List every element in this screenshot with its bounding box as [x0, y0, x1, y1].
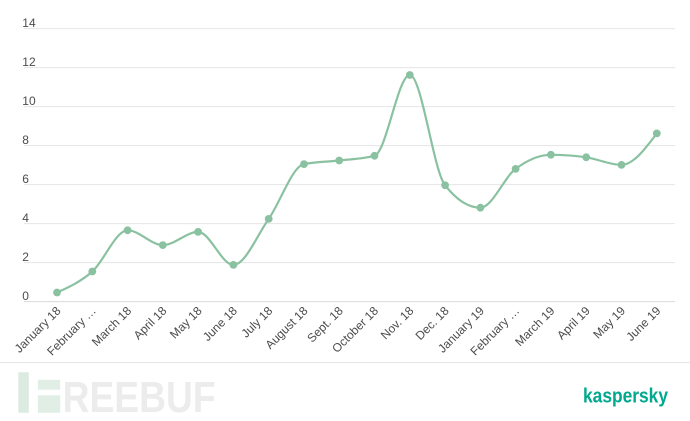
svg-text:10: 10 [22, 94, 36, 108]
svg-text:May 18: May 18 [167, 303, 205, 341]
svg-text:14: 14 [22, 16, 36, 30]
svg-text:12: 12 [22, 55, 36, 69]
svg-text:April 19: April 19 [554, 303, 593, 342]
svg-text:8: 8 [22, 133, 29, 147]
svg-text:0: 0 [22, 289, 29, 303]
svg-text:April 18: April 18 [131, 303, 170, 342]
svg-text:REEBUF: REEBUF [63, 374, 216, 421]
svg-text:4: 4 [22, 211, 29, 225]
svg-text:Nov. 18: Nov. 18 [378, 303, 417, 342]
svg-text:June 18: June 18 [200, 303, 240, 343]
svg-text:kaspersky: kaspersky [583, 386, 669, 408]
svg-text:6: 6 [22, 172, 29, 186]
svg-text:March 19: March 19 [512, 303, 558, 349]
svg-text:2: 2 [22, 250, 29, 264]
svg-text:June 19: June 19 [623, 303, 663, 343]
svg-text:March 18: March 18 [89, 303, 135, 349]
svg-text:May 19: May 19 [590, 303, 628, 341]
